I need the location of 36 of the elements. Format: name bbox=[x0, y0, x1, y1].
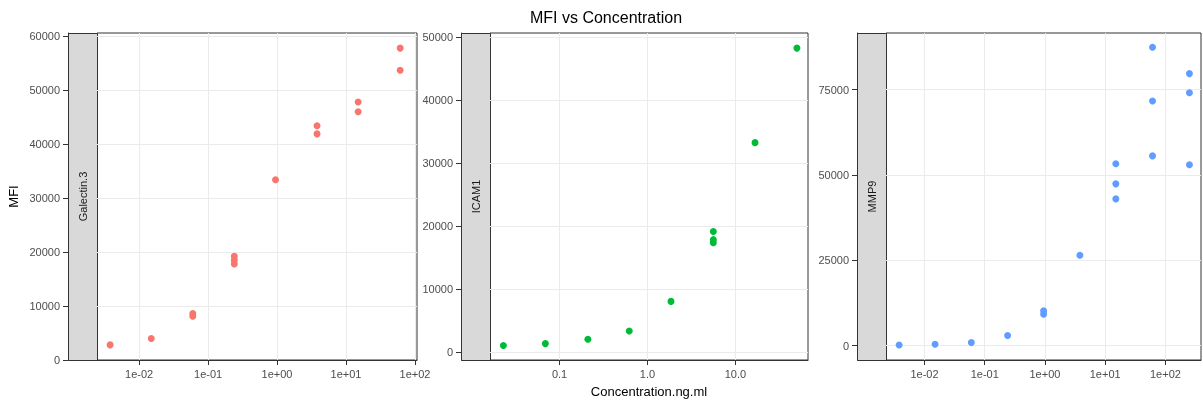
y-tick-label: 10000 bbox=[29, 300, 60, 313]
x-tick-label: 1e+02 bbox=[399, 367, 431, 380]
y-tick-label: 75000 bbox=[818, 83, 849, 96]
x-tick-label: 1e+00 bbox=[1029, 367, 1061, 380]
y-tick-label: 50000 bbox=[29, 84, 60, 97]
x-tick-label: 1e-01 bbox=[970, 367, 999, 380]
y-tick-label: 20000 bbox=[29, 246, 60, 259]
y-tick-label: 0 bbox=[53, 354, 60, 366]
x-tick-label: 1e+01 bbox=[330, 367, 362, 380]
y-tick-label: 50000 bbox=[422, 30, 453, 43]
chart-title: MFI vs Concentration bbox=[529, 8, 683, 26]
y-tick-label: 0 bbox=[842, 339, 849, 352]
text: MMP9 bbox=[866, 180, 878, 213]
y-tick-label: 40000 bbox=[422, 93, 453, 106]
text: ICAM1 bbox=[470, 179, 482, 214]
x-tick-label: 1e-02 bbox=[125, 367, 154, 380]
x-tick-label: 10.0 bbox=[724, 367, 747, 380]
y-tick-label: 10000 bbox=[422, 282, 453, 295]
y-tick-label: 30000 bbox=[422, 156, 453, 169]
x-tick-label: 1e-02 bbox=[910, 367, 939, 380]
x-tick-label: 1e-01 bbox=[194, 367, 223, 380]
x-tick-label: 1.0 bbox=[639, 367, 656, 380]
text: Galectin.3 bbox=[77, 171, 89, 222]
x-tick-label: 0.1 bbox=[551, 367, 568, 380]
y-tick-label: 60000 bbox=[29, 30, 60, 43]
x-tick-label: 1e+01 bbox=[1089, 367, 1121, 380]
y-tick-label: 50000 bbox=[818, 169, 849, 181]
x-tick-label: 1e+00 bbox=[261, 367, 293, 380]
x-axis-title: Concentration.ng.ml bbox=[590, 384, 708, 399]
y-tick-label: 30000 bbox=[29, 192, 60, 205]
y-tick-label: 20000 bbox=[422, 219, 453, 232]
y-axis-title: MFI bbox=[6, 185, 21, 208]
y-tick-label: 40000 bbox=[29, 138, 60, 151]
y-tick-label: 25000 bbox=[818, 254, 849, 267]
x-tick-label: 1e+02 bbox=[1150, 367, 1181, 380]
y-tick-label: 0 bbox=[446, 345, 453, 358]
